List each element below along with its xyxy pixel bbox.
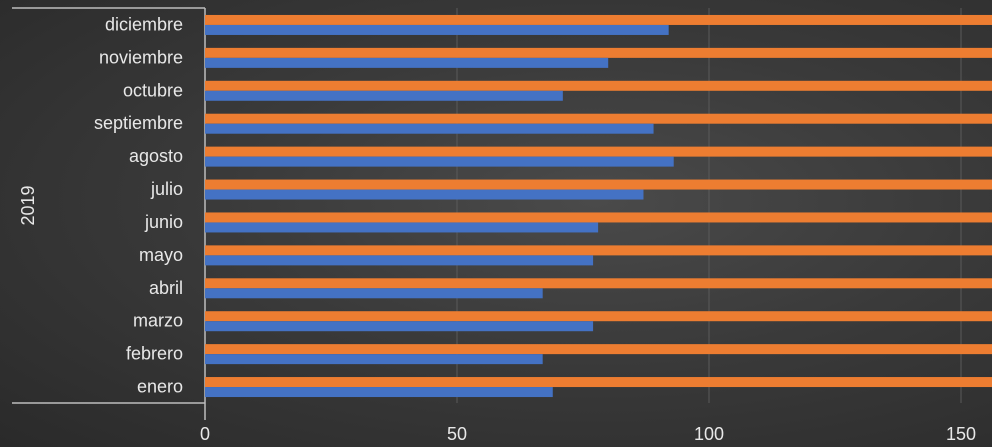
bar-blue [205,321,594,332]
bar-orange [205,212,992,223]
bar-blue [205,354,543,365]
category-label: julio [150,179,183,199]
bar-orange [205,278,992,289]
bar-blue [205,123,654,134]
category-label: febrero [126,344,183,364]
x-tick-label: 100 [694,424,724,444]
bar-blue [205,255,594,266]
category-label: octubre [123,80,183,100]
bar-orange [205,245,992,256]
bar-blue [205,57,609,68]
bar-orange [205,14,992,25]
category-label: junio [144,212,183,232]
bar-blue [205,24,669,35]
bar-blue [205,222,599,233]
x-tick-label: 50 [447,424,467,444]
bar-blue [205,288,543,299]
bar-orange [205,80,992,91]
bar-blue [205,156,674,167]
group-label: 2019 [18,185,38,225]
bar-blue [205,387,553,398]
category-label: noviembre [99,47,183,67]
bar-orange [205,113,992,124]
category-label: agosto [129,146,183,166]
bar-orange [205,179,992,190]
category-label: abril [149,278,183,298]
category-label: septiembre [94,113,183,133]
bar-blue [205,189,644,200]
bar-orange [205,47,992,58]
bar-orange [205,377,992,388]
x-tick-label: 0 [200,424,210,444]
category-label: marzo [133,311,183,331]
category-label: enero [137,377,183,397]
bar-blue [205,90,563,101]
category-label: diciembre [105,14,183,34]
bar-orange [205,311,992,322]
bar-orange [205,344,992,355]
category-label: mayo [139,245,183,265]
bar-orange [205,146,992,157]
x-tick-label: 150 [946,424,976,444]
